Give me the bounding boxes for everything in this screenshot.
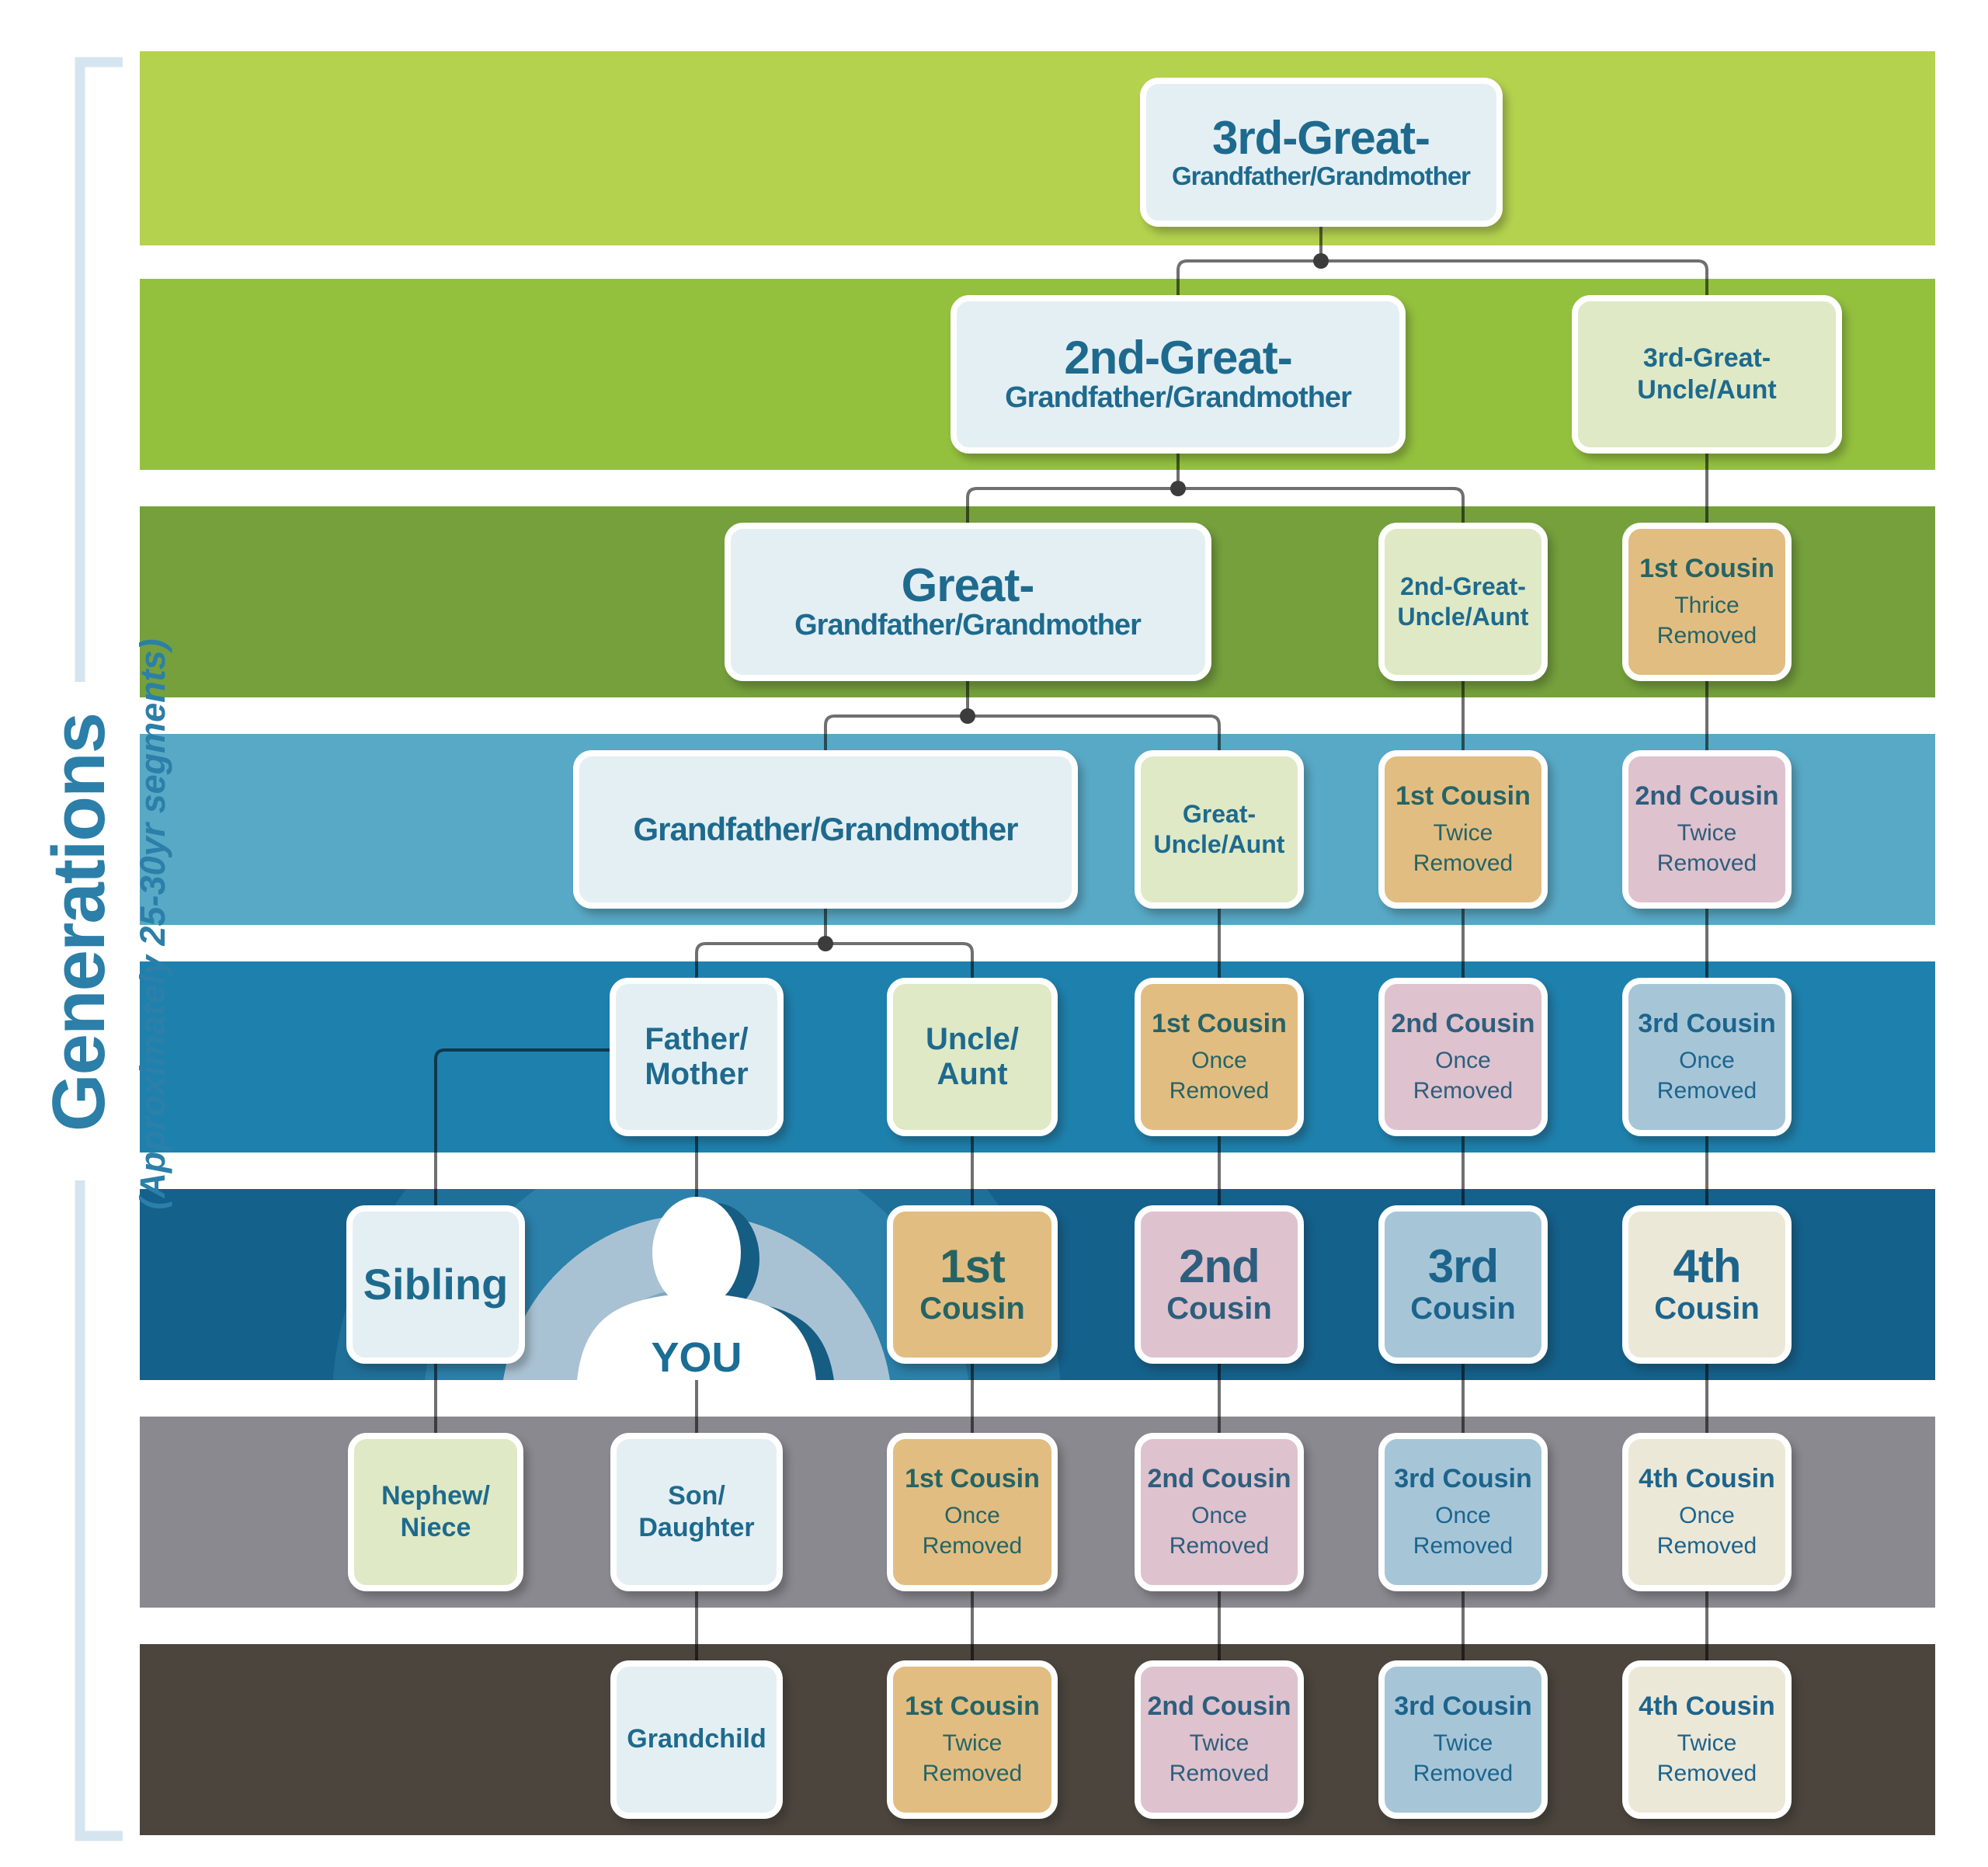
branch-junction-dot <box>1170 481 1186 496</box>
you-person-icon <box>577 1197 816 1380</box>
connector-line <box>434 1048 610 1205</box>
connector-line <box>695 942 974 978</box>
branch-junction-dot <box>818 936 833 951</box>
connector-line <box>1176 259 1708 295</box>
side-subtitle: (Approximately 25-30yr segments) <box>133 638 172 1210</box>
generations-bracket <box>75 57 123 1841</box>
band-generation-1 <box>140 51 1935 245</box>
branch-junction-dot <box>960 708 975 724</box>
side-title: Generations <box>37 713 120 1132</box>
branch-junction-dot <box>1313 253 1329 269</box>
junction-dots <box>818 253 1329 951</box>
connector-line <box>966 487 1465 523</box>
you-label: YOU <box>651 1334 742 1381</box>
family-connector-lines <box>434 227 1708 1660</box>
connector-line <box>824 714 1221 750</box>
